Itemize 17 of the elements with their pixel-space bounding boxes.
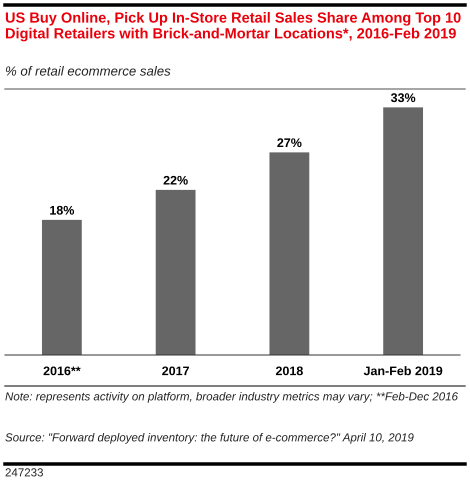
bar bbox=[269, 152, 310, 355]
text: 247233 bbox=[6, 468, 43, 476]
bar bbox=[42, 220, 82, 355]
bar bbox=[156, 190, 196, 355]
data-label: 33% bbox=[390, 93, 416, 102]
source-note: Source: "Forward deployed inventory: the future of e-commerce?" April 10, 2019 bbox=[5, 433, 414, 444]
text: Note: represents activity on platform, broader industry metrics may vary; **Feb-Dec 2016 bbox=[5, 392, 458, 403]
chart-title: US Buy Online, Pick Up In-Store Retail Sales Share Among Top 10 Digital Retailers with Brick-and-Mortar Locations*, 2016-Feb 2019 bbox=[6, 12, 461, 42]
data-label: 18% bbox=[50, 206, 74, 215]
data-label: 27% bbox=[277, 138, 302, 148]
x-tick-label: Jan-Feb 2019 bbox=[364, 366, 442, 376]
x-tick-label: 2018 bbox=[276, 366, 303, 376]
bar bbox=[383, 107, 424, 355]
chart-subtitle: % of retail ecommerce sales bbox=[6, 66, 170, 76]
x-tick-label: 2017 bbox=[162, 366, 189, 376]
data-label: 22% bbox=[164, 176, 188, 185]
x-tick-label: 2016** bbox=[44, 366, 81, 376]
